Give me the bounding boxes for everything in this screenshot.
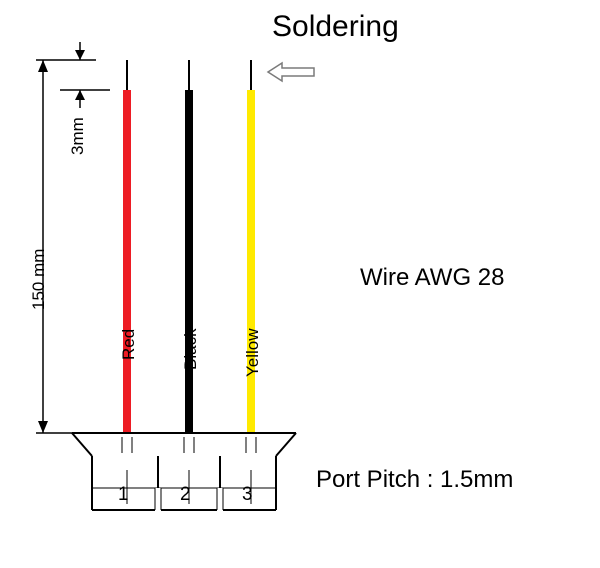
dim-length-label: 150 mm: [29, 249, 49, 310]
wire-label-black: Black: [181, 328, 201, 370]
title-soldering: Soldering: [272, 10, 399, 44]
awg-label: Wire AWG 28: [360, 264, 504, 292]
dim-strip-label: 3mm: [68, 117, 88, 155]
wire-label-red: Red: [119, 329, 139, 360]
port-pitch-label: Port Pitch : 1.5mm: [316, 466, 513, 494]
port-number-1: 1: [118, 484, 129, 506]
wire-label-yellow: Yellow: [243, 328, 263, 377]
port-number-2: 2: [180, 484, 191, 506]
port-number-3: 3: [242, 484, 253, 506]
